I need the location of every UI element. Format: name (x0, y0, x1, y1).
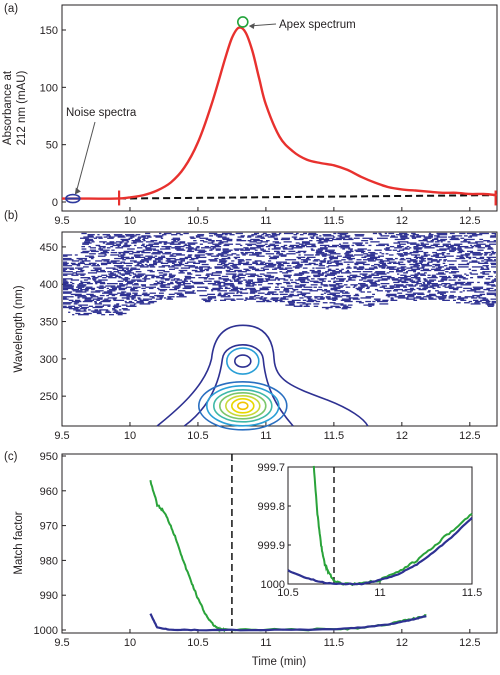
panel-a-ylabel-line2: 212 nm (mAU) (16, 70, 28, 145)
panel-c-xtick-label: 10 (124, 637, 136, 649)
contour-outer-0 (156, 324, 369, 427)
panel-b-xtick-label: 9.5 (54, 430, 69, 442)
noise-band (63, 232, 496, 316)
panel-b-xtick-label: 12.5 (459, 430, 480, 442)
panel-a-xtick-label: 12 (396, 215, 408, 227)
panel-c-ytick-label: 970 (40, 521, 58, 533)
inset-ytick-label: 999.8 (257, 501, 285, 513)
panel-a-ytick-label: 150 (40, 25, 58, 37)
panel-b-ytick-label: 400 (40, 279, 58, 291)
panel-b-xtick-label: 11.5 (324, 430, 345, 442)
panel-c-label: (c) (4, 451, 18, 463)
chromatogram-line (62, 26, 498, 200)
panel-b-xtick-label: 11 (260, 430, 271, 442)
apex-spectrum-annotation: Apex spectrum (279, 19, 356, 31)
match-blue-line (149, 613, 427, 632)
panel-c-xtick-label: 12 (396, 637, 408, 649)
panel-c-ytick-label: 980 (40, 555, 58, 567)
inset-ytick-label: 1000 (261, 579, 285, 591)
panel-a-frame (61, 4, 498, 212)
panel-b-ytick-label: 300 (40, 354, 58, 366)
panel-a-ytick-label: 0 (52, 197, 58, 209)
panel-a-xtick-label: 10.5 (187, 215, 208, 227)
contour-ring-2 (212, 389, 273, 423)
contour-ring-3 (218, 392, 267, 420)
apex-marker (236, 16, 249, 28)
panel-a-label: (a) (4, 3, 18, 15)
panel-c-xtick-label: 10.5 (187, 637, 208, 649)
contour-ring-5 (230, 398, 255, 414)
contour-ring-6 (236, 401, 249, 411)
panel-a-ytick-label: 100 (40, 82, 58, 94)
panel-a-xtick-label: 10 (124, 215, 136, 227)
inset-xtick-label: 11 (374, 587, 385, 599)
panel-b-ylabel: Wavelength (nm) (13, 285, 25, 372)
inset-ytick-label: 999.7 (257, 462, 285, 474)
panel-c-xlabel: Time (min) (252, 656, 307, 668)
panel-c-ytick-label: 990 (40, 590, 58, 602)
panel-c-ytick-label: 950 (40, 451, 58, 463)
panel-a-xtick-label: 9.5 (54, 215, 69, 227)
baseline-line (119, 194, 498, 200)
panel-c-xtick-label: 9.5 (54, 637, 69, 649)
panel-c-xtick-label: 12.5 (459, 637, 480, 649)
panel-a-ytick-label: 50 (46, 140, 58, 152)
panel-b-ytick-label: 350 (40, 317, 58, 329)
inset-blue-line (287, 516, 473, 586)
noise-arrow-head (74, 187, 81, 195)
contour-upper-2 (233, 354, 252, 368)
inset-plot: 10.5 11 11.5 999.7 999.8 999.9 1000 (257, 462, 482, 599)
panel-b-xtick-label: 10.5 (187, 430, 208, 442)
contour-upper-1 (225, 347, 260, 375)
panel-b-label: (b) (4, 210, 18, 222)
inset-xtick-label: 10.5 (277, 587, 298, 599)
panel-a-ylabel-line1: Absorbance at (2, 70, 14, 145)
panel-c-xtick-label: 11.5 (324, 637, 345, 649)
inset-xtick-label: 11.5 (462, 587, 483, 599)
panel-c-xtick-label: 11 (260, 637, 271, 649)
apex-arrow-head (248, 22, 255, 29)
panel-c-plot: 9.5 10 10.5 11 11.5 12 12.5 950 960 970 980 990 1000… (34, 451, 483, 649)
contour-ring-1 (205, 385, 280, 427)
panel-c-ytick-label: 1000 (34, 625, 58, 637)
panel-a-plot: 9.5 10 10.5 11 11.5 12 12.5 0 50 100 150 (40, 16, 498, 227)
panel-c-frame (61, 453, 498, 634)
panel-b-ytick-label: 250 (40, 391, 58, 403)
panel-b-frame (61, 231, 498, 427)
contour-ring-0 (197, 381, 288, 431)
panel-c-ytick-label: 960 (40, 486, 58, 498)
panel-b-plot: 9.5 10 10.5 11 11.5 12 12.5 250 300 350 400 450 (40, 232, 496, 442)
panel-a-xtick-label: 11.5 (324, 215, 345, 227)
panel-a-xtick-label: 11 (260, 215, 271, 227)
noise-arrow-line (75, 121, 96, 194)
panel-b-xtick-label: 12 (396, 430, 408, 442)
panel-b-ytick-label: 450 (40, 242, 58, 254)
panel-b-xtick-label: 10 (124, 430, 136, 442)
inset-ytick-label: 999.9 (257, 540, 285, 552)
panel-c-ylabel: Match factor (13, 511, 25, 574)
noise-spectra-annotation: Noise spectra (66, 107, 137, 119)
panel-a-xtick-label: 12.5 (459, 215, 480, 227)
contour-ring-4 (224, 395, 261, 417)
